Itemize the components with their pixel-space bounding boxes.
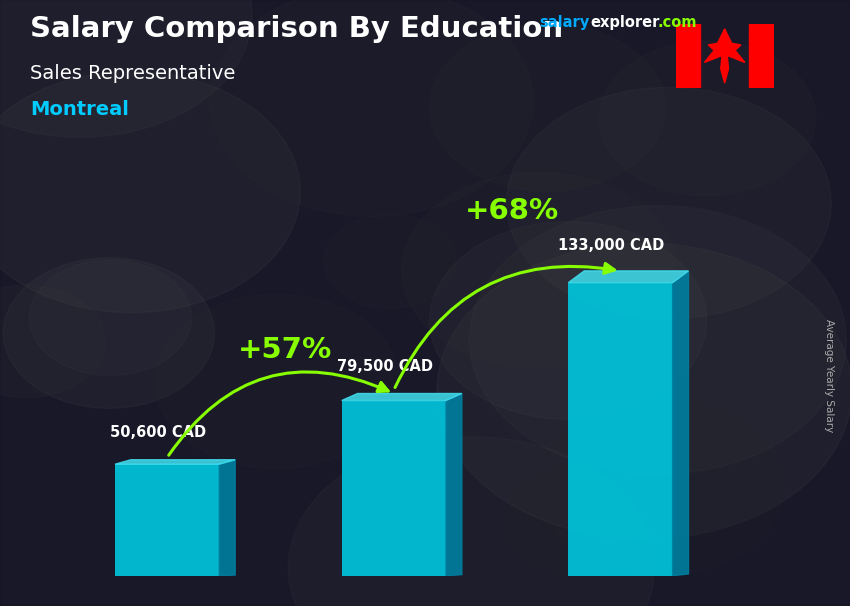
Polygon shape xyxy=(219,460,235,576)
Bar xyxy=(115,464,219,576)
Polygon shape xyxy=(115,460,235,464)
Polygon shape xyxy=(705,29,745,83)
Polygon shape xyxy=(569,271,688,282)
Text: +57%: +57% xyxy=(238,336,332,364)
Text: Salary Comparison By Education: Salary Comparison By Education xyxy=(30,15,563,43)
Text: Average Yearly Salary: Average Yearly Salary xyxy=(824,319,834,432)
Text: +68%: +68% xyxy=(465,198,558,225)
Polygon shape xyxy=(342,393,462,401)
Text: Montreal: Montreal xyxy=(30,100,128,119)
Text: 133,000 CAD: 133,000 CAD xyxy=(558,238,665,253)
Bar xyxy=(569,282,672,576)
Text: .com: .com xyxy=(657,15,696,30)
Polygon shape xyxy=(446,393,462,576)
Text: 79,500 CAD: 79,500 CAD xyxy=(337,359,433,374)
Text: Sales Representative: Sales Representative xyxy=(30,64,235,82)
Text: 50,600 CAD: 50,600 CAD xyxy=(110,425,207,440)
Polygon shape xyxy=(749,24,774,88)
Bar xyxy=(342,401,446,576)
Polygon shape xyxy=(672,271,688,576)
Polygon shape xyxy=(676,24,700,88)
Text: salary: salary xyxy=(540,15,590,30)
Text: explorer: explorer xyxy=(591,15,660,30)
